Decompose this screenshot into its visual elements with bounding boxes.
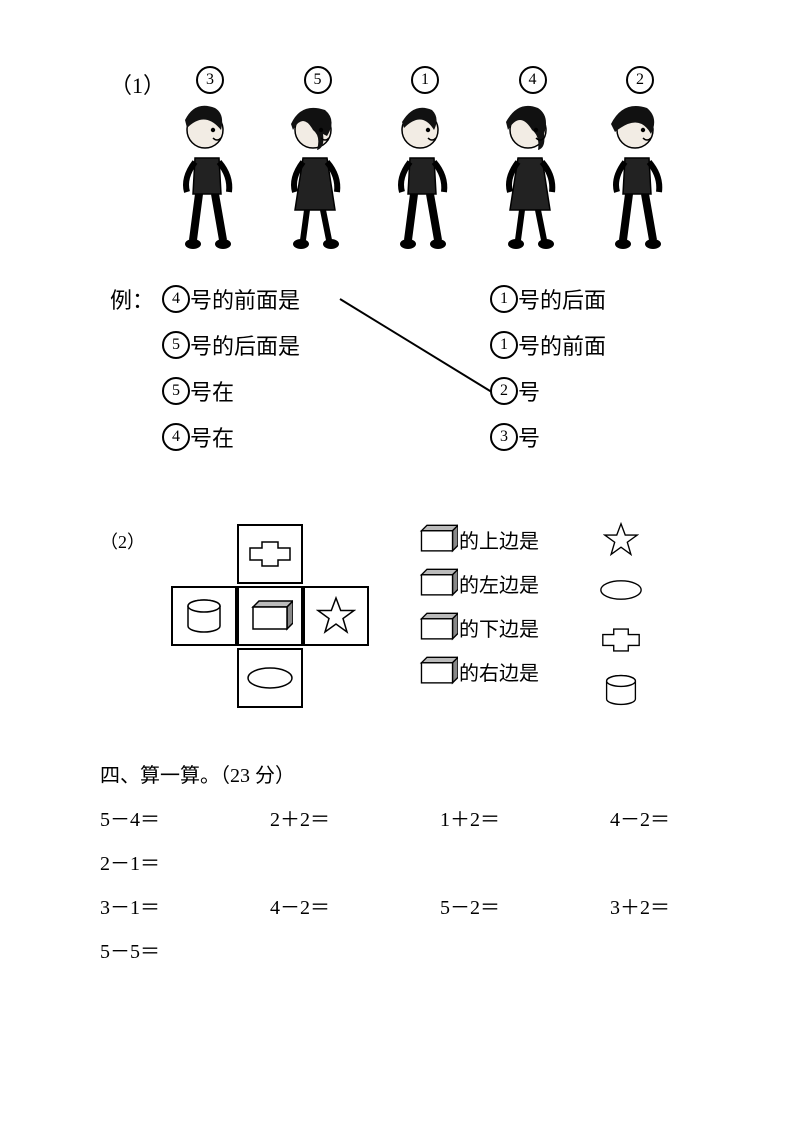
equation: 1＋2＝ xyxy=(440,798,550,842)
q2-line: 的下边是 xyxy=(415,612,539,642)
q2-icons-col xyxy=(599,524,643,706)
match-text: 号在 xyxy=(190,375,234,407)
circled-number: 1 xyxy=(490,331,518,359)
circled-number: 1 xyxy=(411,66,439,94)
match-text: 号的前面是 xyxy=(190,283,300,315)
circled-number: 1 xyxy=(490,285,518,313)
equation: 3＋2＝ xyxy=(610,886,720,930)
match-left-row: 例：4号在 xyxy=(110,422,300,452)
match-text: 号的后面 xyxy=(518,283,606,315)
cuboid-icon xyxy=(247,599,293,633)
equations: 5－4＝2＋2＝1＋2＝4－2＝2－1＝3－1＝4－2＝5－2＝3＋2＝5－5＝ xyxy=(100,798,700,974)
cell-left xyxy=(171,586,237,646)
child-figure xyxy=(273,100,363,260)
matching-area: 例：4号的前面是例：5号的后面是例：5号在例：4号在 1号的后面1号的前面2号3… xyxy=(110,284,700,494)
cross-icon xyxy=(248,539,292,569)
ellipse-icon xyxy=(599,574,643,606)
cuboid-icon xyxy=(415,568,459,598)
match-left-row: 例：5号在 xyxy=(110,376,300,406)
ellipse-icon xyxy=(246,664,294,692)
cell-right xyxy=(303,586,369,646)
circled-number: 5 xyxy=(162,377,190,405)
q2-line-text: 的左边是 xyxy=(459,569,539,598)
circled-number: 2 xyxy=(626,66,654,94)
match-right-row: 1号的后面 xyxy=(490,284,606,314)
equation: 2－1＝ xyxy=(100,842,210,886)
match-left-row: 例： 4号的前面是 xyxy=(110,284,300,314)
equation: 5－2＝ xyxy=(440,886,550,930)
equation-row: 5－4＝2＋2＝1＋2＝4－2＝ xyxy=(100,798,700,842)
child-figure xyxy=(595,100,685,260)
children-row: 3 5 1 4 2 xyxy=(160,60,690,260)
q2-line: 的上边是 xyxy=(415,524,539,554)
q2-line: 的左边是 xyxy=(415,568,539,598)
cell-bottom xyxy=(237,648,303,708)
cylinder-icon xyxy=(603,674,639,706)
equation-row: 5－5＝ xyxy=(100,930,700,974)
child-column: 1 xyxy=(375,60,475,260)
circled-number: 3 xyxy=(196,66,224,94)
q2-line-text: 的下边是 xyxy=(459,613,539,642)
q1-label: （1） xyxy=(110,68,165,100)
equation: 5－4＝ xyxy=(100,798,210,842)
child-column: 3 xyxy=(160,60,260,260)
equation: 4－2＝ xyxy=(270,886,380,930)
circled-number: 4 xyxy=(162,285,190,313)
circled-number: 5 xyxy=(304,66,332,94)
child-figure xyxy=(380,100,470,260)
match-text: 号的前面 xyxy=(518,329,606,361)
example-line xyxy=(340,299,495,394)
cross-grid xyxy=(165,524,375,724)
q2-line: 的右边是 xyxy=(415,656,539,686)
child-column: 5 xyxy=(268,60,368,260)
q2-line-text: 的上边是 xyxy=(459,525,539,554)
cell-center xyxy=(237,586,303,646)
circled-number: 2 xyxy=(490,377,518,405)
question-1: （1） 3 5 1 4 xyxy=(100,60,700,494)
match-text: 号 xyxy=(518,375,540,407)
q2-text-col: 的上边是 的左边是 的下边是 的右边是 xyxy=(415,524,539,686)
star-icon xyxy=(603,524,639,556)
star-icon xyxy=(316,596,356,636)
cylinder-icon xyxy=(184,598,224,634)
match-text: 号在 xyxy=(190,421,234,453)
cross-icon xyxy=(601,624,641,656)
circled-number: 3 xyxy=(490,423,518,451)
equation: 5－5＝ xyxy=(100,930,210,974)
q2-label: （2） xyxy=(100,528,145,554)
example-label: 例： xyxy=(110,283,154,315)
child-figure xyxy=(488,100,578,260)
equation: 4－2＝ xyxy=(610,798,720,842)
match-text: 号的后面是 xyxy=(190,329,300,361)
equation: 2＋2＝ xyxy=(270,798,380,842)
cuboid-icon xyxy=(415,612,459,642)
child-figure xyxy=(165,100,255,260)
equation-row: 2－1＝ xyxy=(100,842,700,886)
worksheet-page: （1） 3 5 1 4 xyxy=(0,0,800,1131)
equation: 3－1＝ xyxy=(100,886,210,930)
match-right-row: 2号 xyxy=(490,376,606,406)
match-right-row: 3号 xyxy=(490,422,606,452)
equation-row: 3－1＝4－2＝5－2＝3＋2＝ xyxy=(100,886,700,930)
section-4-title: 四、算一算。（23 分） xyxy=(100,754,700,798)
circled-number: 5 xyxy=(162,331,190,359)
cell-top xyxy=(237,524,303,584)
match-right-col: 1号的后面1号的前面2号3号 xyxy=(490,284,606,452)
match-text: 号 xyxy=(518,421,540,453)
match-left-row: 例：5号的后面是 xyxy=(110,330,300,360)
match-right-row: 1号的前面 xyxy=(490,330,606,360)
child-column: 4 xyxy=(483,60,583,260)
cuboid-icon xyxy=(415,656,459,686)
cuboid-icon xyxy=(415,524,459,554)
circled-number: 4 xyxy=(519,66,547,94)
match-left-col: 例：4号的前面是例：5号的后面是例：5号在例：4号在 xyxy=(110,284,300,452)
section-4: 四、算一算。（23 分） 5－4＝2＋2＝1＋2＝4－2＝2－1＝3－1＝4－2… xyxy=(100,754,700,974)
q2-line-text: 的右边是 xyxy=(459,657,539,686)
circled-number: 4 xyxy=(162,423,190,451)
child-column: 2 xyxy=(590,60,690,260)
question-2: （2） 的上边是 的 xyxy=(100,524,700,724)
